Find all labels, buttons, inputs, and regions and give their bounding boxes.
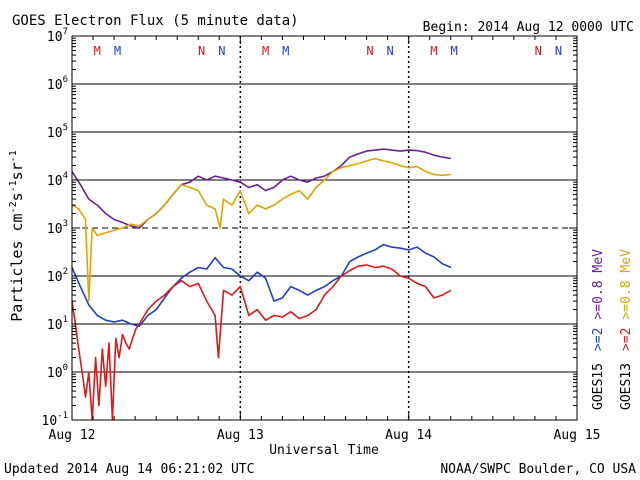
- y-tick-label: 106: [47, 75, 68, 93]
- y-tick-label: 104: [47, 171, 68, 189]
- marker-M: M: [94, 44, 101, 58]
- y-tick-label: 102: [47, 267, 68, 285]
- marker-N: N: [555, 44, 562, 58]
- grid-lines: [72, 83, 577, 373]
- marker-M: M: [282, 44, 289, 58]
- legend-goes15-row: GOES15 >=2 >=0.8 MeV: [591, 249, 606, 410]
- marker-N: N: [218, 44, 225, 58]
- x-tick-label: Aug 15: [554, 428, 601, 443]
- legend-goes15-2mev: >=2: [591, 328, 606, 351]
- y-axis-ticks: 10-1 100 101 102 103 104 105 106 107: [42, 27, 577, 429]
- marker-M: M: [262, 44, 269, 58]
- marker-M: M: [450, 44, 457, 58]
- y-tick-label: 10-1: [42, 411, 69, 429]
- legend-goes15-08mev: >=0.8 MeV: [591, 249, 606, 320]
- x-axis-ticks: Aug 12 Aug 13 Aug 14 Aug 15: [49, 36, 601, 443]
- series-line-3: [71, 264, 452, 421]
- legend-goes13-08mev: >=0.8 MeV: [619, 249, 634, 320]
- updated-timestamp: Updated 2014 Aug 14 06:21:02 UTC: [4, 462, 254, 477]
- legend-goes13-2mev: >=2: [619, 328, 634, 351]
- marker-M: M: [430, 44, 437, 58]
- y-axis-label: Particles cm-2s-1sr-1: [8, 150, 26, 322]
- legend-goes13: GOES13 >=2 >=0.8 MeV: [619, 249, 634, 410]
- chart-title: GOES Electron Flux (5 minute data): [12, 13, 299, 29]
- legend-goes15: GOES15 >=2 >=0.8 MeV: [591, 249, 606, 410]
- x-tick-label: Aug 13: [217, 428, 264, 443]
- x-tick-label: Aug 14: [385, 428, 432, 443]
- y-tick-label: 100: [47, 363, 68, 381]
- x-tick-label: Aug 12: [49, 428, 96, 443]
- credit-label: NOAA/SWPC Boulder, CO USA: [440, 462, 636, 477]
- legend-goes13-label: GOES13: [619, 363, 634, 410]
- marker-N: N: [387, 44, 394, 58]
- marker-N: N: [535, 44, 542, 58]
- series-line-2: [71, 243, 452, 328]
- y-tick-label: 107: [47, 27, 68, 45]
- legend-goes13-row: GOES13 >=2 >=0.8 MeV: [619, 249, 634, 410]
- day-separators: [239, 36, 410, 420]
- y-tick-label: 105: [47, 123, 68, 141]
- begin-label: Begin: 2014 Aug 12 0000 UTC: [423, 20, 634, 35]
- marker-N: N: [366, 44, 373, 58]
- marker-M: M: [114, 44, 121, 58]
- series-line-0: [71, 148, 451, 229]
- y-tick-label: 101: [47, 315, 68, 333]
- series-layer: [71, 148, 452, 421]
- y-tick-label: 103: [47, 219, 68, 237]
- marker-N: N: [198, 44, 205, 58]
- series-line-1: [71, 157, 451, 302]
- legend-goes15-label: GOES15: [591, 363, 606, 410]
- x-axis-label: Universal Time: [269, 443, 379, 458]
